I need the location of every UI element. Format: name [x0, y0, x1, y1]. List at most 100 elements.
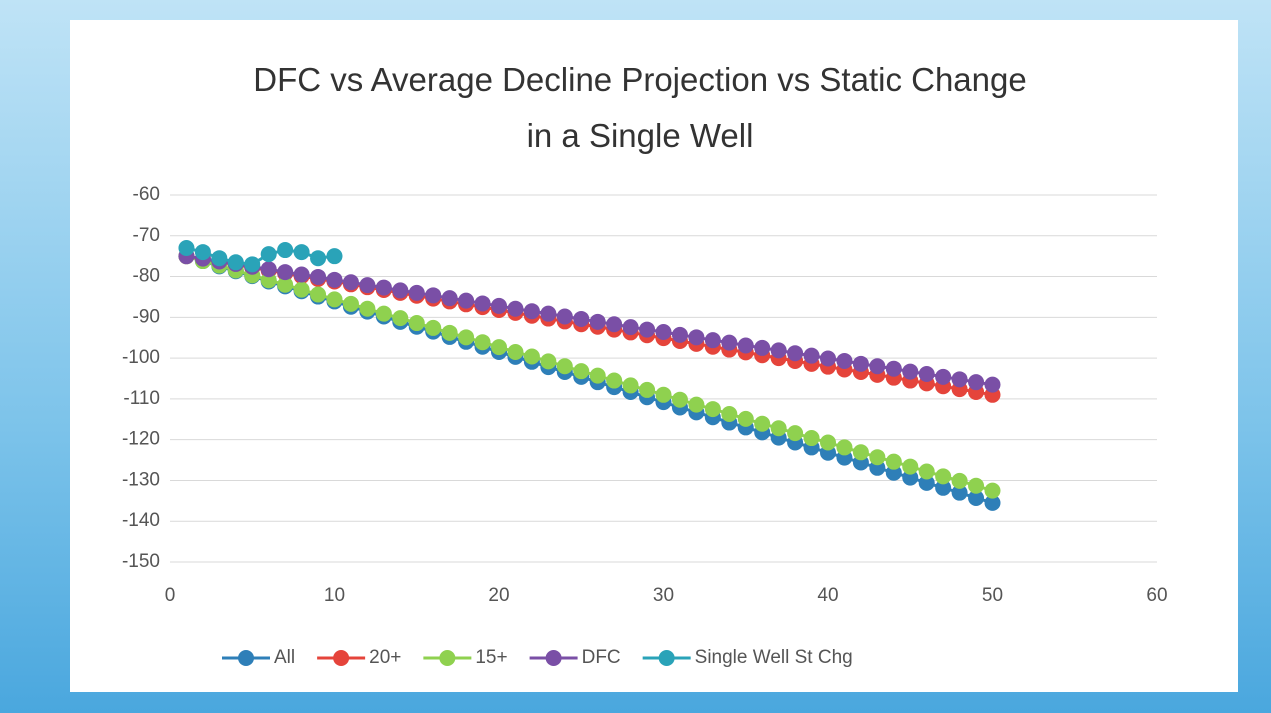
data-point	[293, 281, 310, 298]
data-point	[474, 295, 491, 312]
data-point	[540, 353, 557, 370]
data-point	[737, 410, 754, 427]
data-point	[737, 337, 754, 354]
data-point	[770, 420, 787, 437]
x-tick-label: 40	[817, 585, 838, 606]
x-tick-label: 60	[1146, 585, 1167, 606]
x-tick-label: 0	[165, 585, 176, 606]
data-point	[194, 244, 211, 261]
data-point	[573, 310, 590, 327]
data-point	[869, 449, 886, 466]
data-point	[277, 276, 294, 293]
data-point	[540, 305, 557, 322]
chart-panel	[70, 20, 1238, 692]
legend-marker	[238, 650, 254, 666]
data-point	[310, 268, 327, 285]
data-point	[375, 305, 392, 322]
data-point	[935, 368, 952, 385]
data-point	[852, 355, 869, 372]
data-point	[523, 303, 540, 320]
data-point	[655, 324, 672, 341]
data-point	[441, 290, 458, 307]
data-point	[326, 248, 343, 265]
data-point	[606, 316, 623, 333]
chart-title: DFC vs Average Decline Projection vs Sta…	[253, 61, 1027, 154]
data-point	[787, 425, 804, 442]
data-point	[227, 254, 244, 271]
data-point	[491, 339, 507, 356]
data-point	[820, 434, 836, 451]
data-point	[869, 358, 886, 375]
data-point	[523, 348, 540, 365]
data-point	[984, 376, 1001, 393]
data-point	[885, 464, 902, 481]
y-tick-label: -70	[133, 225, 160, 246]
data-point	[984, 494, 1001, 511]
y-tick-label: -80	[133, 266, 160, 287]
data-point	[260, 246, 277, 263]
data-point	[671, 326, 688, 343]
data-point	[754, 415, 771, 432]
data-point	[935, 479, 952, 496]
data-point	[968, 477, 985, 494]
x-tick-label: 20	[488, 585, 509, 606]
data-point	[918, 463, 935, 480]
data-point	[260, 261, 277, 278]
data-point	[556, 308, 573, 325]
data-point	[820, 350, 836, 367]
data-point	[342, 295, 359, 312]
data-point	[342, 274, 359, 291]
legend-label: 20+	[369, 647, 401, 668]
data-point	[375, 279, 392, 296]
data-point	[935, 468, 952, 485]
data-point	[968, 489, 985, 506]
data-point	[458, 292, 475, 309]
data-point	[803, 430, 820, 447]
data-point	[293, 244, 310, 261]
y-tick-label: -100	[122, 347, 160, 368]
data-point	[885, 453, 902, 470]
data-point	[803, 347, 820, 364]
data-point	[918, 366, 935, 383]
data-point	[293, 266, 310, 283]
x-tick-label: 30	[653, 585, 674, 606]
data-point	[622, 319, 639, 336]
data-point	[902, 469, 919, 486]
data-point	[326, 291, 343, 308]
legend-label: 15+	[475, 647, 507, 668]
data-point	[770, 342, 787, 359]
data-point	[359, 300, 376, 317]
data-point	[260, 272, 277, 289]
x-tick-label: 10	[324, 585, 345, 606]
data-point	[655, 386, 672, 403]
y-tick-label: -130	[122, 469, 160, 490]
data-point	[277, 242, 294, 259]
data-point	[951, 484, 968, 501]
legend-marker	[545, 650, 562, 666]
data-point	[671, 391, 688, 408]
data-point	[441, 324, 458, 341]
data-point	[244, 256, 261, 273]
legend-marker	[333, 650, 350, 666]
legend-label: Single Well St Chg	[695, 647, 853, 668]
y-tick-label: -140	[122, 510, 160, 531]
data-point	[458, 329, 475, 346]
y-tick-label: -110	[123, 388, 160, 409]
data-point	[326, 271, 343, 288]
data-point	[852, 444, 869, 461]
data-point	[704, 332, 721, 349]
data-point	[556, 358, 573, 375]
data-point	[639, 321, 656, 338]
data-point	[573, 363, 590, 380]
data-point	[474, 334, 491, 351]
data-point	[310, 250, 327, 267]
data-point	[836, 352, 853, 369]
data-point	[425, 319, 442, 336]
y-tick-label: -60	[133, 184, 160, 205]
data-point	[277, 264, 294, 281]
data-point	[310, 286, 327, 303]
legend-label: All	[274, 647, 295, 668]
data-point	[885, 360, 902, 377]
